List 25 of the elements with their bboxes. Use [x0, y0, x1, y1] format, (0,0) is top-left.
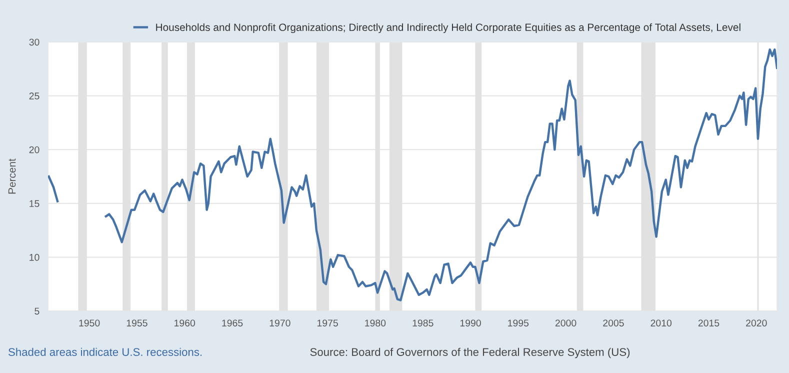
- x-tick-label: 1960: [174, 320, 196, 326]
- x-tick-label: 1955: [126, 320, 148, 326]
- x-tick-label: 2020: [746, 320, 767, 326]
- x-tick-label: 2010: [650, 320, 672, 326]
- x-tick-label: 2005: [603, 320, 624, 326]
- y-tick-label: 15: [30, 200, 40, 208]
- y-tick-label: 10: [30, 254, 40, 261]
- x-tick-label: 2000: [555, 320, 576, 326]
- y-tick-label: 30: [29, 38, 40, 46]
- x-tick-label: 1975: [317, 320, 338, 326]
- x-tick-label: 1965: [222, 320, 243, 326]
- y-tick-label: 5: [34, 308, 40, 315]
- x-tick-label: 1980: [365, 320, 386, 326]
- y-axis-title: Percent: [8, 158, 16, 194]
- text: Shaded areas indicate U.S. recessions.: [8, 348, 202, 356]
- x-tick-label: 1995: [508, 320, 529, 326]
- y-tick-label: 25: [29, 92, 40, 100]
- x-tick-label: 1985: [412, 320, 434, 326]
- source-note: Source: Board of Governors of the Federal Reserve System (US): [310, 348, 630, 358]
- legend-label: Households and Nonprofit Organizations; Directly and Indirectly Held Corporate Equities as a Percentage of Total Assets, Level: [156, 23, 740, 34]
- x-tick-label: 2015: [698, 320, 720, 326]
- x-tick-label: 1990: [460, 320, 481, 326]
- x-tick-label: 1970: [270, 320, 290, 326]
- y-tick-label: 20: [29, 146, 40, 154]
- x-tick-label: 1950: [79, 320, 100, 326]
